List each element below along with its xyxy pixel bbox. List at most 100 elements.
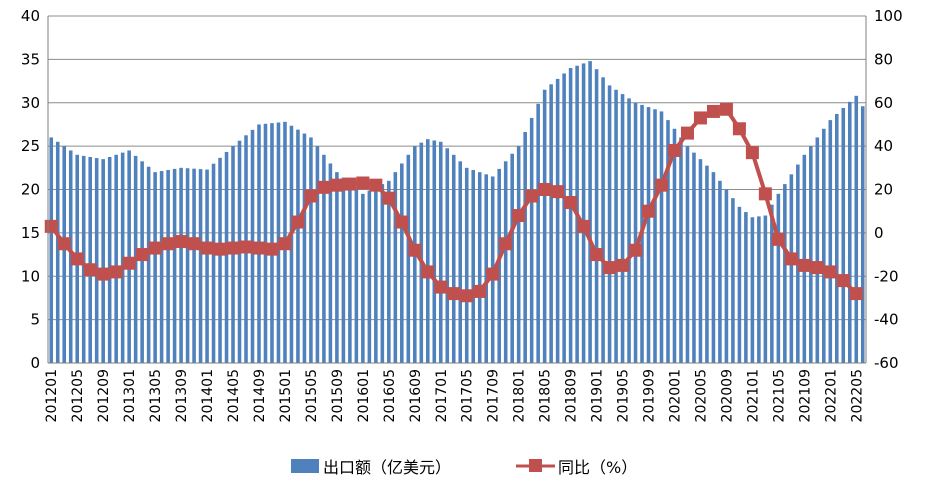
yoy-point <box>83 263 97 277</box>
yoy-point <box>122 256 136 270</box>
yoy-point <box>57 237 71 251</box>
yoy-point <box>577 219 591 233</box>
yoy-point <box>200 241 214 255</box>
bar <box>627 98 631 363</box>
right-tick-label: -60 <box>874 354 899 372</box>
bar <box>146 166 151 363</box>
bar <box>464 167 469 363</box>
x-tick-label: 202001 <box>667 369 683 422</box>
x-tick-label: 201405 <box>226 369 242 422</box>
yoy-point <box>109 265 123 279</box>
bar <box>451 154 456 363</box>
bar <box>854 95 859 363</box>
bar <box>94 158 99 363</box>
yoy-point <box>382 191 396 205</box>
bar <box>847 101 852 363</box>
yoy-point <box>421 265 435 279</box>
bar <box>607 85 612 364</box>
yoy-point <box>486 267 500 281</box>
left-tick-label: 20 <box>21 181 40 199</box>
axes <box>47 16 867 364</box>
bar <box>497 168 501 363</box>
bar <box>737 206 742 363</box>
yoy-point <box>304 189 318 203</box>
bar <box>127 150 131 363</box>
bar <box>594 69 599 363</box>
bar <box>620 94 625 363</box>
bar <box>153 172 157 363</box>
bar <box>224 151 229 363</box>
bar <box>646 107 651 364</box>
yoy-point <box>343 177 357 191</box>
x-tick-label: 201201 <box>44 369 60 422</box>
x-axis-ticks: 201201 201205 201209 201301 201305 201309 2014… <box>44 369 865 422</box>
yoy-point <box>434 280 448 294</box>
left-tick-label: 0 <box>30 354 40 372</box>
bar <box>776 193 781 363</box>
yoy-point <box>680 126 694 140</box>
bar <box>523 132 527 363</box>
x-tick-label: 202005 <box>693 369 709 422</box>
x-tick-label: 202109 <box>797 369 813 422</box>
yoy-point <box>706 104 720 118</box>
right-tick-label: -40 <box>874 311 899 329</box>
x-tick-label: 201505 <box>304 369 320 422</box>
x-tick-label: 202101 <box>745 369 761 422</box>
bar <box>822 128 826 363</box>
yoy-point <box>356 176 370 190</box>
bar <box>633 102 638 363</box>
bar <box>659 111 664 363</box>
bar <box>328 163 333 363</box>
x-tick-label: 201209 <box>96 369 112 422</box>
x-tick-label: 201401 <box>200 369 216 422</box>
bar <box>692 152 696 363</box>
x-tick-label: 201801 <box>512 369 528 422</box>
legend: 出口额（亿美元） 同比（%） <box>291 458 637 477</box>
bar <box>809 146 813 363</box>
yoy-point <box>512 209 526 223</box>
bar <box>510 153 514 363</box>
yoy-point <box>226 241 240 255</box>
yoy-point <box>70 252 84 266</box>
yoy-point <box>369 178 383 192</box>
bar <box>750 217 755 363</box>
yoy-point <box>330 178 344 192</box>
left-tick-label: 25 <box>21 137 40 155</box>
yoy-point <box>719 102 733 116</box>
bar <box>815 137 820 363</box>
x-tick-label: 201901 <box>590 369 606 422</box>
bar <box>166 169 170 363</box>
x-tick-label: 201809 <box>564 369 580 422</box>
bar <box>601 77 605 363</box>
x-tick-label: 201701 <box>434 369 450 422</box>
yoy-point <box>771 232 785 246</box>
yoy-point <box>849 287 863 301</box>
gridlines <box>48 15 866 321</box>
x-tick-label: 202205 <box>849 369 865 422</box>
yoy-point <box>758 187 772 201</box>
bar <box>549 84 553 364</box>
bar <box>705 165 709 363</box>
yoy-point <box>135 248 149 262</box>
bar <box>185 168 190 363</box>
bar <box>588 61 592 364</box>
right-tick-label: 20 <box>874 181 893 199</box>
bar <box>757 216 761 363</box>
bar <box>387 180 391 363</box>
bar <box>374 187 378 363</box>
bar <box>789 174 794 363</box>
x-tick-label: 201601 <box>356 369 372 422</box>
yoy-point <box>161 237 175 251</box>
bar <box>393 172 398 363</box>
yoy-point <box>616 258 630 272</box>
yoy-point <box>590 248 604 262</box>
left-tick-label: 35 <box>21 50 40 68</box>
yoy-point <box>693 111 707 125</box>
left-tick-label: 40 <box>21 7 40 25</box>
right-tick-label: 0 <box>874 224 884 242</box>
bar <box>88 156 92 363</box>
bar <box>477 172 482 363</box>
bar <box>672 128 677 363</box>
bar <box>860 106 865 363</box>
legend-bar-swatch <box>291 459 319 473</box>
